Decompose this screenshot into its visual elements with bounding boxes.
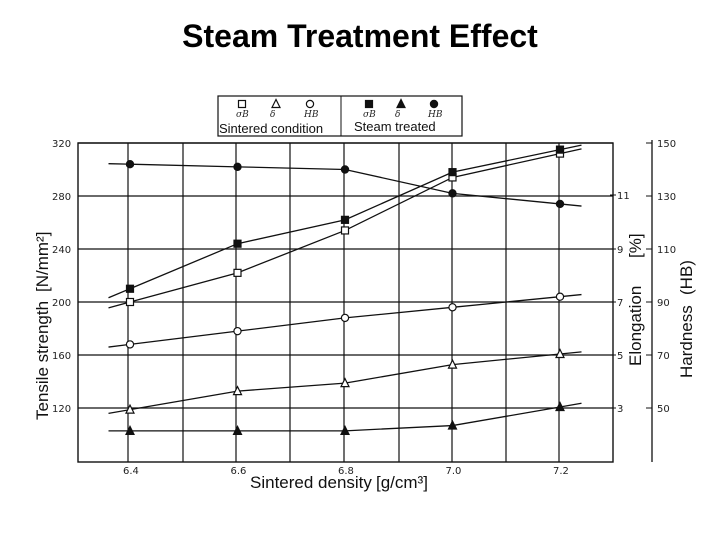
chart-grid — [77, 140, 653, 463]
x-tick-label: 6.6 — [231, 466, 247, 477]
data-point-5 — [555, 199, 565, 209]
data-point-4 — [340, 425, 350, 435]
legend-entry-label: σB — [236, 110, 249, 120]
y-tick-label-elongation: 11 — [617, 191, 630, 202]
x-tick-label: 7.0 — [446, 466, 462, 477]
data-point-4 — [232, 425, 243, 435]
y-tick-label-tensile: 160 — [52, 351, 71, 362]
chart-markers — [125, 145, 565, 435]
data-point-5 — [125, 159, 135, 169]
data-point-2 — [125, 340, 135, 349]
data-point-1 — [555, 348, 565, 359]
y-tick-label-hardness: 70 — [657, 351, 670, 362]
legend: σB δ HB σB δ HB Sintered condition Steam trea… — [217, 95, 463, 137]
data-point-3 — [448, 168, 457, 177]
legend-group-sintered: Sintered condition — [219, 121, 323, 136]
legend-group-steam: Steam treated — [354, 119, 436, 134]
data-point-1 — [125, 403, 135, 414]
y-axis-unit-hardness: (HB) — [677, 260, 696, 295]
data-point-4 — [125, 425, 135, 435]
data-point-2 — [233, 326, 242, 336]
x-axis-unit: [g/cm³] — [376, 473, 428, 492]
legend-entry-label: HB — [303, 110, 319, 120]
y-axis-title-hardness: Hardness — [677, 305, 696, 378]
y-tick-label-hardness: 150 — [657, 139, 676, 150]
legend-entry-label: δ — [270, 110, 275, 120]
y-tick-label-hardness: 90 — [657, 298, 670, 309]
y-tick-label-tensile: 120 — [52, 404, 71, 415]
x-tick-label: 6.4 — [123, 466, 139, 477]
data-point-5 — [233, 162, 242, 172]
y-tick-label-elongation: 3 — [617, 404, 623, 415]
data-point-5 — [448, 189, 457, 198]
legend-entries: σB δ HB σB δ HB — [236, 98, 443, 120]
y-axis-title-tensile: Tensile strength — [33, 301, 52, 420]
data-point-4 — [555, 401, 565, 412]
y-tick-label-tensile: 280 — [52, 192, 71, 203]
x-tick-label: 6.8 — [338, 466, 354, 477]
data-point-1 — [340, 377, 350, 388]
legend-marker — [396, 98, 406, 109]
data-point-3 — [555, 145, 565, 154]
legend-entry-label: HB — [427, 110, 443, 120]
legend-marker — [305, 99, 315, 109]
y-tick-label-tensile: 200 — [52, 298, 71, 309]
data-point-2 — [340, 313, 350, 323]
legend-entry-label: δ — [395, 110, 400, 120]
legend-frame — [217, 95, 463, 137]
y-tick-label-tensile: 240 — [52, 245, 71, 256]
y-tick-label-elongation: 5 — [617, 351, 623, 362]
y-tick-label-elongation: 9 — [617, 245, 623, 256]
data-point-0 — [125, 297, 135, 307]
data-point-2 — [555, 292, 565, 301]
y-tick-label-hardness: 130 — [657, 192, 676, 203]
legend-marker — [271, 98, 281, 109]
data-point-0 — [233, 268, 242, 277]
legend-marker — [364, 99, 374, 109]
data-point-2 — [448, 303, 457, 312]
data-point-1 — [232, 385, 243, 396]
data-point-0 — [340, 226, 350, 235]
data-point-1 — [447, 358, 458, 369]
y-tick-label-elongation: 7 — [617, 298, 623, 309]
legend-entry-label: σB — [363, 110, 376, 120]
data-point-5 — [340, 165, 350, 174]
y-axis-title-elongation: Elongation — [626, 286, 645, 366]
y-axis-unit-tensile: [N/mm²] — [33, 232, 52, 292]
chart-curves — [108, 144, 582, 432]
page-title: Steam Treatment Effect — [182, 18, 538, 54]
data-point-3 — [233, 239, 242, 248]
x-axis-title: Sintered density — [250, 473, 372, 492]
legend-marker — [429, 99, 439, 109]
data-point-4 — [447, 419, 458, 430]
x-tick-label: 7.2 — [553, 466, 569, 477]
y-tick-label-hardness: 110 — [657, 245, 676, 256]
data-point-3 — [125, 284, 135, 293]
legend-marker — [237, 99, 247, 109]
y-tick-label-hardness: 50 — [657, 404, 670, 415]
y-tick-label-tensile: 320 — [52, 139, 71, 150]
chart-ticks: 320 280 240 200 160 120 11 9 7 5 3 150 130 110 90 70 50 6… — [52, 139, 676, 477]
data-point-3 — [340, 215, 350, 224]
y-axis-unit-elongation: [%] — [626, 233, 645, 258]
